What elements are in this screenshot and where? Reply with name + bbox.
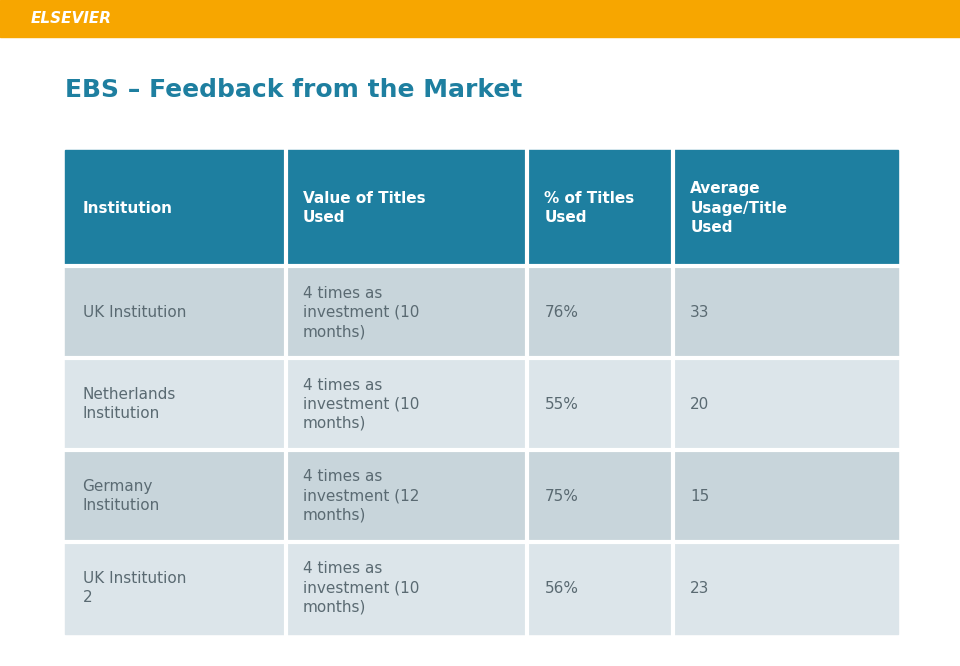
Text: 23: 23 [690, 581, 709, 595]
Text: 33: 33 [690, 305, 709, 320]
Text: 4 times as
investment (10
months): 4 times as investment (10 months) [303, 378, 420, 431]
Bar [527, 150, 673, 266]
Text: ELSEVIER: ELSEVIER [31, 11, 111, 26]
Bar [65, 266, 898, 358]
Bar [65, 150, 286, 266]
Text: Average
Usage/Title
Used: Average Usage/Title Used [690, 181, 787, 235]
Bar [65, 358, 898, 450]
Bar [0, 0, 960, 37]
Text: Germany
Institution: Germany Institution [83, 479, 159, 513]
Bar [286, 150, 527, 266]
Text: 4 times as
investment (10
months): 4 times as investment (10 months) [303, 286, 420, 339]
Text: 55%: 55% [544, 397, 578, 412]
Text: 75%: 75% [544, 489, 578, 503]
Text: % of Titles
Used: % of Titles Used [544, 191, 635, 225]
Bar [673, 150, 898, 266]
Text: EBS – Feedback from the Market: EBS – Feedback from the Market [65, 78, 522, 102]
Text: 20: 20 [690, 397, 709, 412]
Text: UK Institution
2: UK Institution 2 [83, 571, 186, 605]
Text: UK Institution: UK Institution [83, 305, 186, 320]
Text: Value of Titles
Used: Value of Titles Used [303, 191, 425, 225]
Text: Institution: Institution [83, 200, 173, 216]
Text: 4 times as
investment (12
months): 4 times as investment (12 months) [303, 470, 420, 523]
Text: 4 times as
investment (10
months): 4 times as investment (10 months) [303, 561, 420, 615]
Text: 15: 15 [690, 489, 709, 503]
Bar [65, 450, 898, 542]
Bar [65, 542, 898, 634]
Text: 56%: 56% [544, 581, 579, 595]
Text: Netherlands
Institution: Netherlands Institution [83, 387, 176, 422]
Text: 76%: 76% [544, 305, 579, 320]
